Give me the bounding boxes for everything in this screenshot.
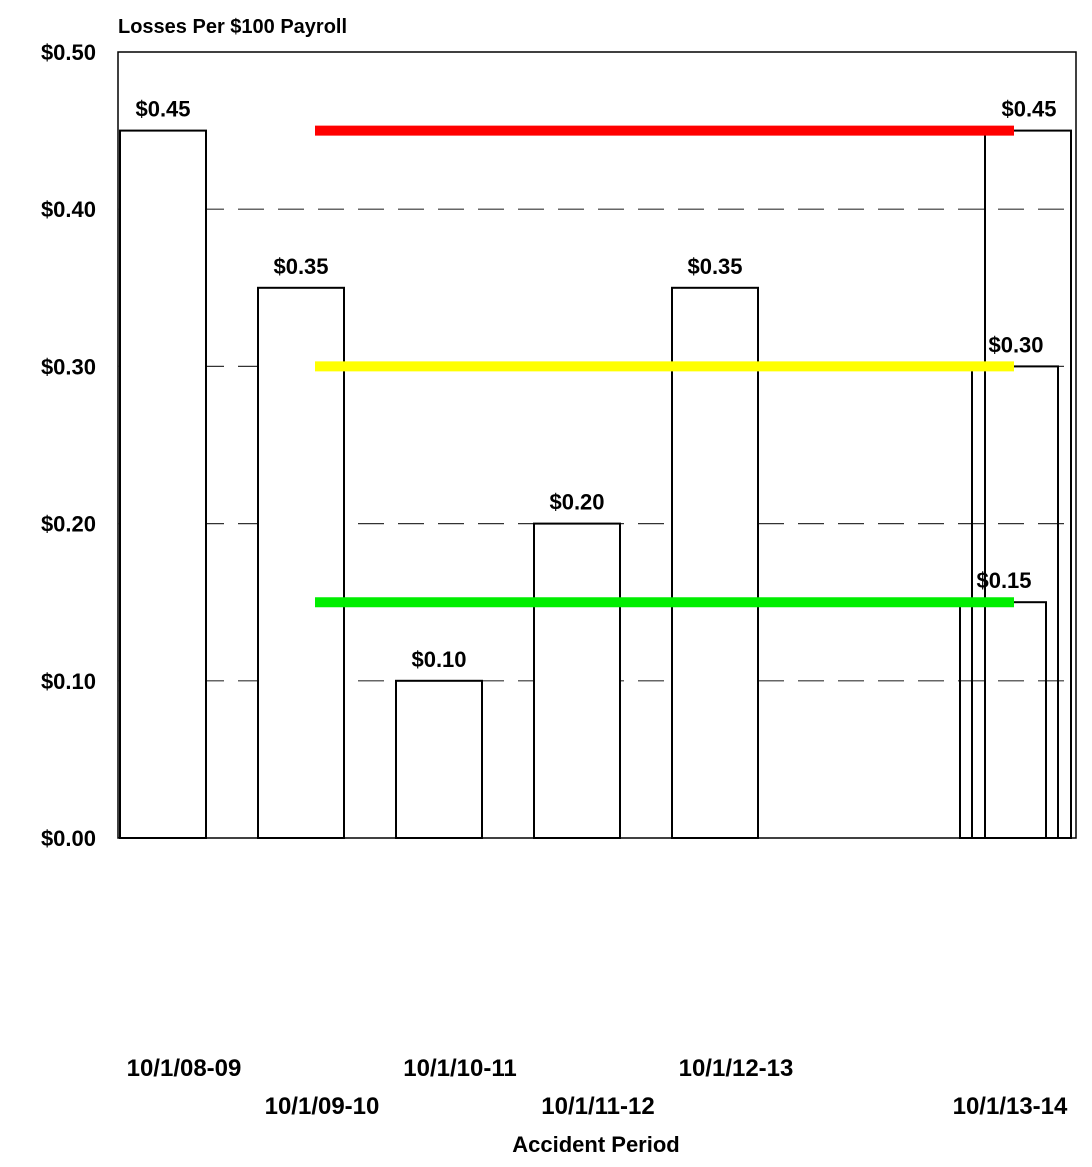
x-tick-label: 10/1/12-13 — [679, 1055, 794, 1082]
bar-data-label: $0.10 — [411, 647, 466, 672]
bar-data-label: $0.20 — [549, 490, 604, 515]
bar — [671, 286, 759, 839]
x-axis: 10/1/08-09 10/1/09-10 10/1/10-11 10/1/11-12… — [127, 1055, 1068, 1120]
x-tick-label: 10/1/11-12 — [541, 1093, 654, 1120]
bar — [533, 522, 621, 839]
y-tick-label: $0.50 — [41, 40, 96, 65]
bar-data-label: $0.35 — [273, 254, 328, 279]
x-axis-title: Accident Period — [512, 1132, 679, 1157]
y-tick-label: $0.30 — [41, 354, 96, 379]
bar — [395, 679, 483, 839]
bars: $0.45$0.35$0.10$0.20$0.35$0.15$0.30$0.45 — [119, 97, 1072, 840]
y-tick-label: $0.00 — [41, 826, 96, 851]
x-tick-label: 10/1/13-14 — [953, 1093, 1068, 1120]
bar-data-label: $0.45 — [135, 97, 190, 122]
bar-data-label: $0.35 — [687, 254, 742, 279]
y-axis: $0.00 $0.10 $0.20 $0.30 $0.40 $0.50 — [41, 40, 96, 851]
x-tick-label: 10/1/09-10 — [265, 1093, 380, 1120]
bar — [119, 129, 207, 840]
x-tick-label: 10/1/08-09 — [127, 1055, 242, 1082]
y-tick-label: $0.40 — [41, 197, 96, 222]
bar-data-label: $0.45 — [1001, 97, 1056, 122]
reference-lines — [315, 125, 1014, 608]
bar — [257, 286, 345, 839]
y-tick-label: $0.10 — [41, 669, 96, 694]
chart-title: Losses Per $100 Payroll — [118, 16, 347, 38]
bar-data-label: $0.30 — [988, 332, 1043, 357]
bar — [984, 129, 1072, 840]
x-tick-label: 10/1/10-11 — [403, 1055, 516, 1082]
y-tick-label: $0.20 — [41, 512, 96, 537]
